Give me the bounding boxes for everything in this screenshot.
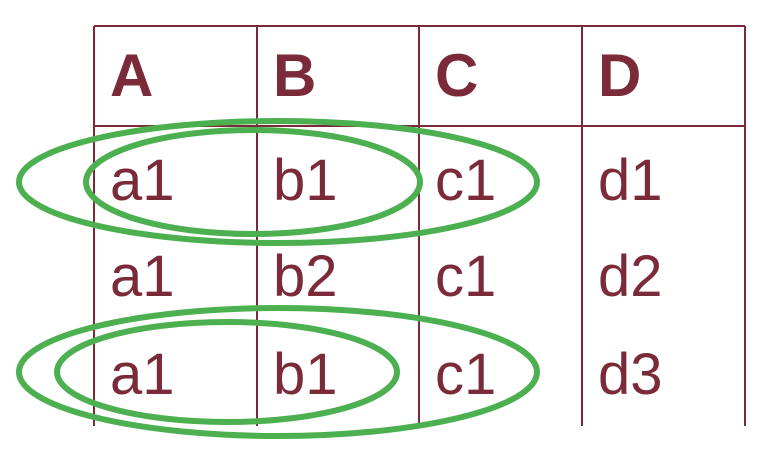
cell-r3-a: a1	[110, 342, 175, 407]
cell-r3-c: c1	[435, 342, 497, 407]
cell-r3-d: d3	[598, 342, 663, 407]
cell-r1-a: a1	[110, 148, 175, 213]
highlight-row3-abc-ellipse	[16, 305, 540, 439]
highlight-row1-ab-ellipse	[83, 127, 423, 237]
cell-r2-d: d2	[598, 244, 663, 309]
header-c: C	[435, 42, 479, 109]
cell-r2-a: a1	[110, 244, 175, 309]
cell-r1-b: b1	[273, 148, 338, 213]
header-b: B	[273, 42, 317, 109]
cell-r2-c: c1	[435, 244, 497, 309]
header-a: A	[110, 42, 154, 109]
cell-r1-d: d1	[598, 148, 663, 213]
highlight-row1-abc-ellipse	[16, 118, 540, 246]
cell-r3-b: b1	[273, 342, 338, 407]
highlight-row3-ab-ellipse	[54, 319, 400, 425]
header-d: D	[598, 42, 642, 109]
cell-r2-b: b2	[273, 244, 338, 309]
cell-r1-c: c1	[435, 148, 497, 213]
